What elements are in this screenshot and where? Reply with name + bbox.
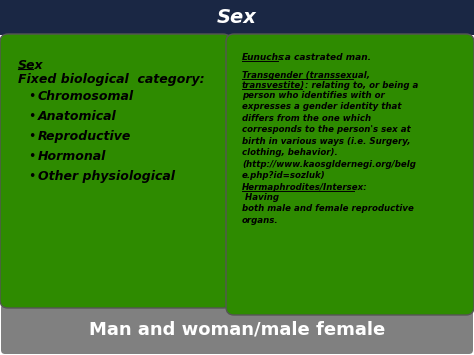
Text: : relating to, or being a: : relating to, or being a: [302, 81, 419, 90]
Text: Man and woman/male female: Man and woman/male female: [89, 320, 385, 338]
Text: :a castrated man.: :a castrated man.: [278, 53, 371, 62]
FancyBboxPatch shape: [1, 304, 473, 354]
Text: Having
both male and female reproductive
organs.: Having both male and female reproductive…: [242, 193, 414, 225]
Text: Other physiological: Other physiological: [38, 170, 175, 183]
Text: Eunuchs: Eunuchs: [242, 53, 284, 62]
Text: •: •: [28, 90, 36, 103]
FancyBboxPatch shape: [226, 34, 474, 315]
Text: •: •: [28, 150, 36, 163]
Text: person who identifies with or
expresses a gender identity that
differs from the : person who identifies with or expresses …: [242, 91, 416, 180]
Text: Fixed biological  category:: Fixed biological category:: [18, 73, 205, 86]
Text: •: •: [28, 170, 36, 183]
Text: Transgender (transsexual,: Transgender (transsexual,: [242, 71, 370, 80]
Text: •: •: [28, 110, 36, 123]
Text: Chromosomal: Chromosomal: [38, 90, 134, 103]
Text: •: •: [28, 130, 36, 143]
Text: Reproductive: Reproductive: [38, 130, 131, 143]
Text: Anatomical: Anatomical: [38, 110, 117, 123]
Text: Hermaphrodites/Intersex:: Hermaphrodites/Intersex:: [242, 183, 368, 192]
FancyBboxPatch shape: [0, 0, 474, 35]
Text: Hormonal: Hormonal: [38, 150, 106, 163]
Text: Sex: Sex: [217, 8, 257, 27]
Text: transvestite): transvestite): [242, 81, 305, 90]
Text: Sex: Sex: [18, 59, 44, 72]
FancyBboxPatch shape: [0, 34, 231, 308]
